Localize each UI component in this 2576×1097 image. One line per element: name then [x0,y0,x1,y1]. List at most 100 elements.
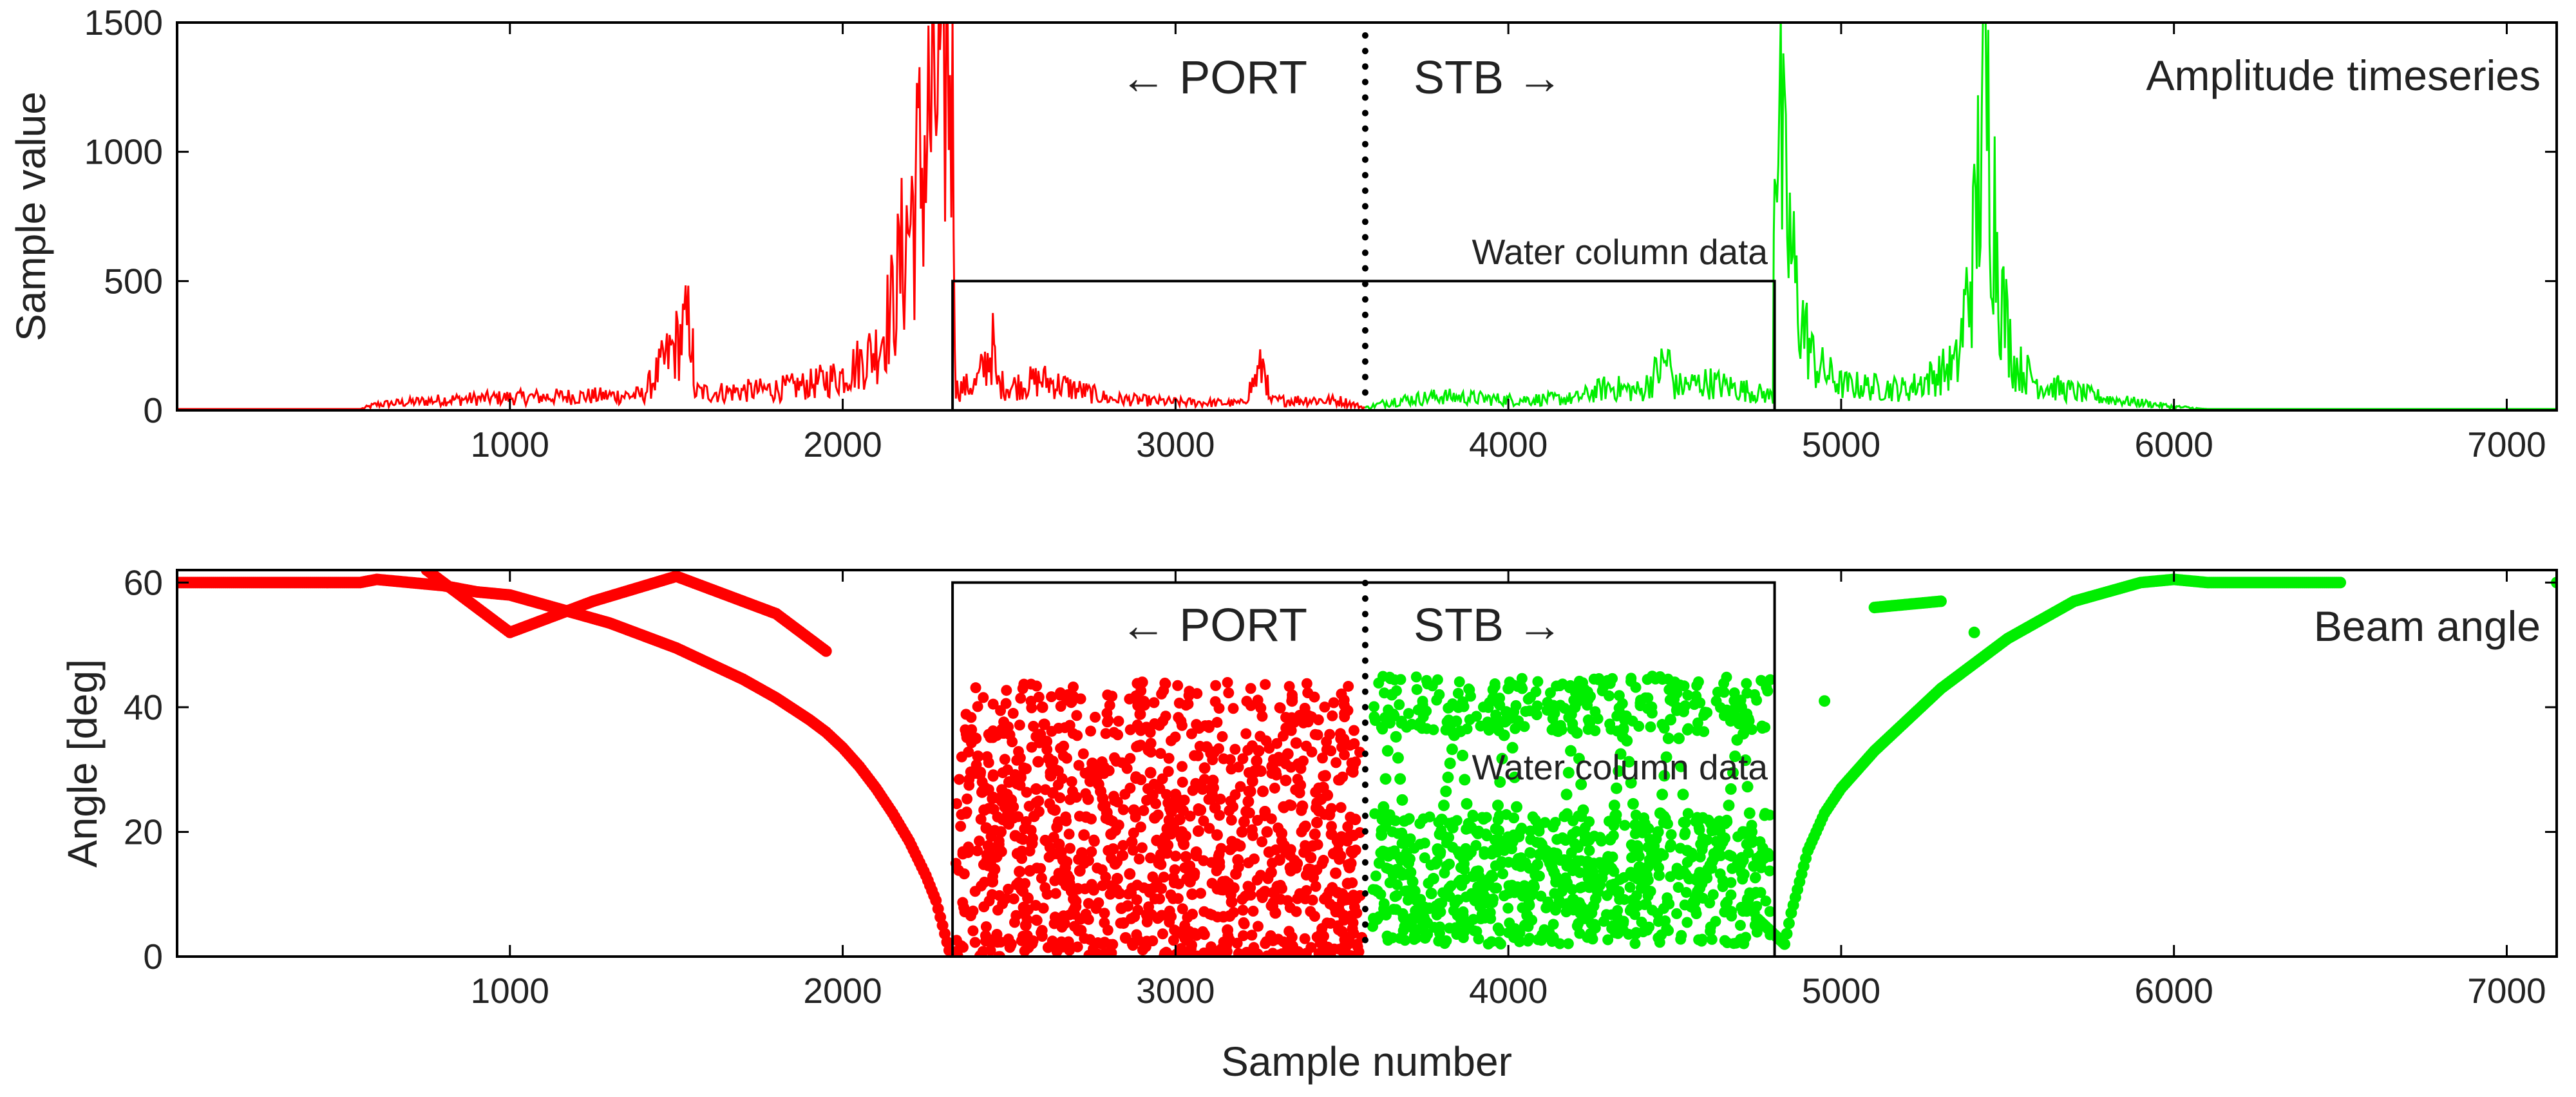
scatter-point-stb [1636,917,1647,928]
scatter-point-stb [1447,841,1459,853]
scatter-point-port [1287,692,1298,703]
scatter-point-port [1026,741,1037,753]
scatter-point-port [1090,711,1101,723]
scatter-point-port [1106,853,1117,864]
scatter-point-port [1058,740,1070,752]
scatter-point-stb [1482,701,1494,713]
scatter-point-port [1015,692,1027,704]
amplitude-ylabel: Sample value [8,91,54,341]
scatter-point-stb [1523,897,1535,909]
beam-angle-axes-frame [176,569,2558,958]
scatter-point-stb [1463,850,1474,861]
scatter-point-stb [1602,890,1613,901]
scatter-point-stb [1645,886,1656,897]
scatter-point-stb [1440,724,1452,736]
scatter-point-stb [1671,701,1683,713]
scatter-point-port [1054,792,1066,804]
scatter-point-port [1172,893,1184,904]
x-tick-label: 2000 [803,424,882,464]
scatter-point-port [1332,844,1343,856]
scatter-point-stb [1710,915,1721,927]
scatter-point-port [978,692,989,703]
scatter-point-port [1104,700,1115,711]
scatter-point-stb [1617,924,1629,936]
scatter-point-port [1056,921,1068,933]
scatter-point-stb [1707,889,1719,901]
scatter-point-port [1311,797,1323,808]
scatter-point-stb [1461,723,1473,735]
scatter-point-port [1055,701,1066,712]
scatter-point-port [1211,716,1223,728]
scatter-point-port [967,925,979,937]
scatter-point-port [1251,755,1263,767]
scatter-point-port [1243,767,1255,779]
scatter-point-port [1116,850,1128,861]
scatter-point-stb [1678,817,1689,828]
scatter-point-port [972,701,983,712]
scatter-point-stb [1665,839,1676,850]
scatter-point-stb [1800,852,1812,864]
scatter-point-stb [1531,700,1543,712]
beam-angle-panel-title: Beam angle [2314,602,2541,650]
scatter-point-stb [1588,673,1600,685]
scatter-point-port [1233,861,1244,873]
scatter-point-port [1036,872,1047,884]
scatter-point-port [1247,905,1259,917]
scatter-point-port [1048,848,1059,860]
scatter-point-port [1206,780,1218,792]
scatter-point-stb [1584,717,1595,729]
scatter-point-stb [1584,844,1595,856]
scatter-point-port [1229,743,1241,755]
scatter-point-port [1041,744,1053,756]
scatter-point-port [1316,752,1328,764]
scatter-point-port [1204,823,1215,834]
series-line-port [177,23,1366,410]
y-tick-label: 0 [143,390,163,430]
scatter-point-port [1143,883,1155,895]
scatter-point-port [1086,879,1097,890]
scatter-point-stb [1410,932,1422,944]
scatter-point-port [1015,770,1027,782]
scatter-point-port [1052,779,1064,790]
scatter-point-stb [1721,671,1732,683]
scatter-point-stb [1729,702,1741,714]
scatter-point-port [1350,756,1361,768]
scatter-point-port [1255,888,1267,900]
scatter-point-port [1236,826,1248,838]
scatter-point-port [1261,826,1273,838]
scatter-point-stb [1573,810,1584,822]
scatter-point-port [1335,733,1347,745]
scatter-point-port [1267,857,1278,869]
scatter-point-stb [1438,799,1450,812]
scatter-point-port [1168,821,1180,832]
scatter-point-port [1211,947,1223,957]
scatter-point-stb [1723,799,1735,812]
scatter-point-stb [1485,913,1497,924]
scatter-point-port [1198,815,1209,826]
scatter-point-stb [1781,928,1793,940]
scatter-point-stb [1689,897,1701,908]
scatter-point-stb [1662,818,1673,830]
scatter-point-stb [1416,723,1428,734]
y-tick-label: 0 [143,937,163,977]
scatter-point-port [992,904,1003,916]
scatter-point-port [1193,805,1204,816]
scatter-point-port [1186,888,1198,901]
scatter-point-port [1051,765,1063,776]
scatter-point-port [1270,844,1282,855]
amplitude-panel-title: Amplitude timeseries [2146,52,2541,99]
scatter-point-port [1244,807,1255,819]
scatter-point-stb [1582,700,1593,711]
scatter-point-port [1237,904,1249,916]
scatter-point-stb [1394,773,1406,785]
scatter-point-port [1235,781,1246,792]
scatter-point-port [1127,844,1139,856]
scatter-point-port [1347,877,1358,888]
scatter-point-port [1096,756,1108,768]
scatter-point-port [1248,951,1260,957]
scatter-point-port [1265,813,1277,825]
scatter-point-stb [1642,692,1654,704]
scatter-point-stb [1502,927,1514,939]
scatter-point-stb [1764,865,1776,877]
scatter-point-port [1338,700,1350,711]
